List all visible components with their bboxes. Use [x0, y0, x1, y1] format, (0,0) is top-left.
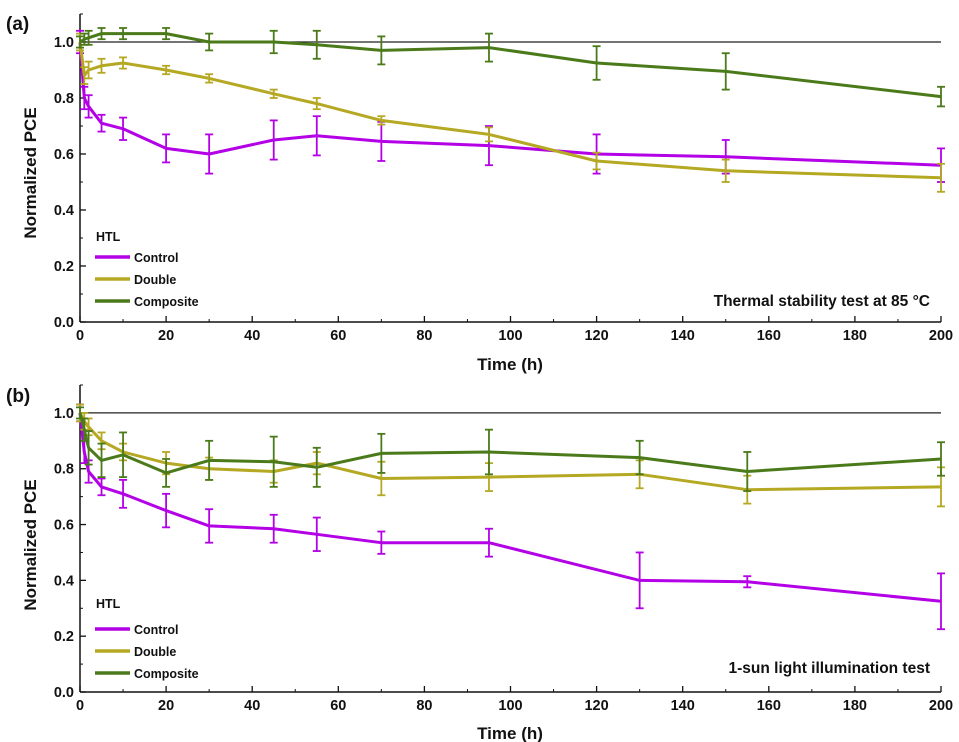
y-tick-label: 0.2: [54, 629, 74, 645]
y-tick-label: 0.2: [54, 259, 74, 275]
x-tick-label: 120: [584, 328, 608, 344]
x-tick-label: 140: [671, 328, 695, 344]
x-tick-label: 20: [158, 328, 174, 344]
y-axis-title: Normalized PCE: [21, 479, 40, 610]
x-tick-label: 40: [244, 698, 260, 714]
legend-label-composite: Composite: [134, 295, 199, 309]
legend: Control Double Composite: [95, 251, 199, 309]
y-tick-label: 0.4: [54, 573, 74, 589]
y-tick-label: 1.0: [54, 35, 74, 51]
x-axis-title: Time (h): [477, 724, 543, 742]
legend-title: HTL: [96, 597, 121, 611]
x-tick-label: 0: [76, 328, 84, 344]
x-tick-label: 100: [498, 698, 522, 714]
x-tick-label: 180: [843, 328, 867, 344]
annotation-text: 1-sun light illumination test: [729, 660, 931, 677]
panel-a: (a) Normalized PCE Time (h) Thermal stab…: [6, 14, 953, 374]
legend-label-control: Control: [134, 623, 178, 637]
x-tick-label: 20: [158, 698, 174, 714]
panel-b: (b) Normalized PCE Time (h) 1-sun light …: [6, 385, 953, 742]
y-tick-label: 0.6: [54, 147, 74, 163]
annotation-text: Thermal stability test at 85 °C: [714, 293, 930, 310]
x-tick-label: 0: [76, 698, 84, 714]
y-tick-label: 0.4: [54, 203, 74, 219]
x-tick-label: 80: [416, 328, 432, 344]
x-tick-label: 140: [671, 698, 695, 714]
y-tick-label: 0.8: [54, 462, 74, 478]
panel-label: (b): [6, 386, 30, 407]
x-tick-label: 100: [498, 328, 522, 344]
y-tick-label: 0.8: [54, 91, 74, 107]
legend-label-composite: Composite: [134, 667, 199, 681]
legend-title: HTL: [96, 230, 121, 244]
legend: Control Double Composite: [95, 623, 199, 681]
legend-label-double: Double: [134, 645, 176, 659]
y-tick-label: 1.0: [54, 406, 74, 422]
legend-label-control: Control: [134, 251, 178, 265]
x-tick-label: 160: [757, 698, 781, 714]
x-tick-label: 160: [757, 328, 781, 344]
x-tick-label: 180: [843, 698, 867, 714]
x-tick-label: 200: [929, 698, 953, 714]
legend-label-double: Double: [134, 273, 176, 287]
x-tick-label: 60: [330, 698, 346, 714]
x-tick-label: 40: [244, 328, 260, 344]
x-tick-label: 80: [416, 698, 432, 714]
x-tick-label: 60: [330, 328, 346, 344]
y-tick-label: 0.6: [54, 518, 74, 534]
x-tick-label: 120: [584, 698, 608, 714]
panel-label: (a): [6, 14, 29, 35]
y-tick-label: 0.0: [54, 315, 74, 331]
y-axis-title: Normalized PCE: [21, 107, 40, 238]
y-tick-label: 0.0: [54, 685, 74, 701]
x-tick-label: 200: [929, 328, 953, 344]
x-axis-title: Time (h): [477, 355, 543, 374]
